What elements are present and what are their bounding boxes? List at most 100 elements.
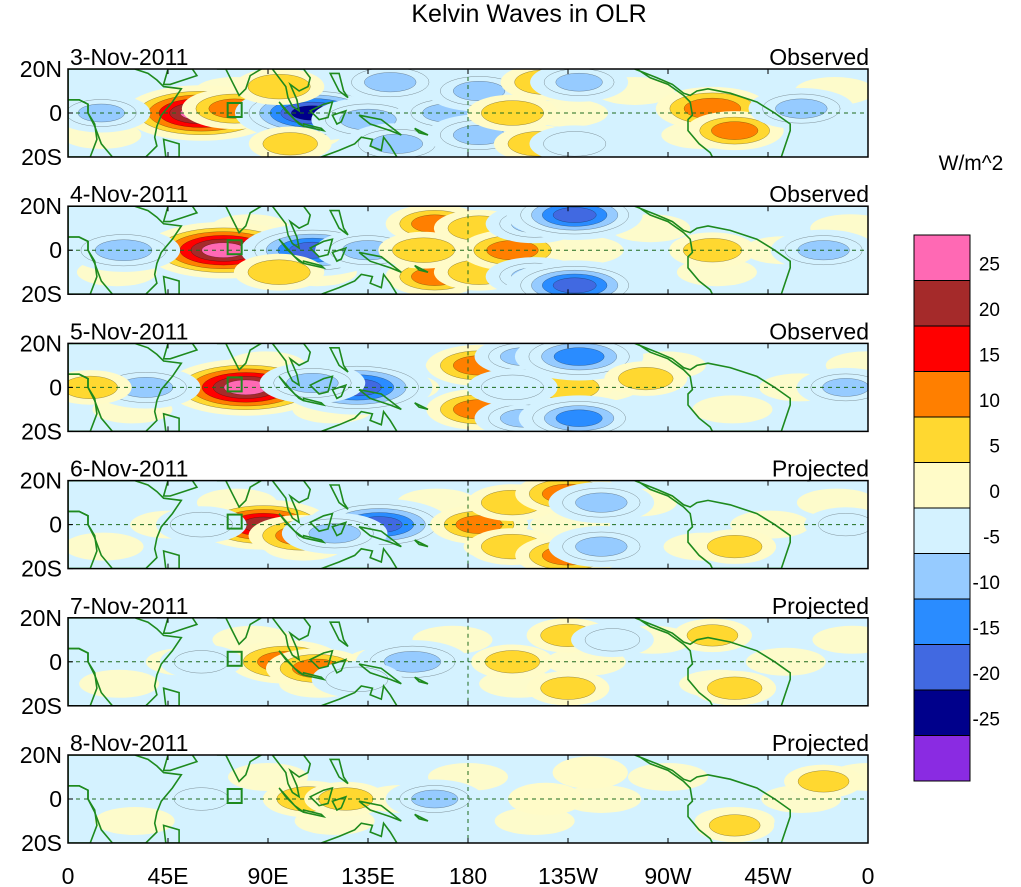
coastline [328,346,349,373]
x-tick-label: 135E [341,863,395,887]
colorbar-swatch [913,371,971,418]
coastline [308,512,334,533]
panel-status: Observed [769,44,869,70]
coastline [414,264,429,273]
reference-box [226,102,243,118]
y-tick-label: 0 [49,786,62,812]
background-patch [68,532,144,561]
coastline [634,206,792,295]
coastline [216,755,263,783]
colorbar-label: 10 [979,391,1000,412]
colorbar-swatch [913,234,971,281]
panel-status: Observed [769,181,869,207]
coastline [321,546,398,569]
coastline [162,138,180,157]
anomaly-contour [555,72,603,92]
y-tick-label: 20N [20,56,62,82]
coastline [414,813,429,822]
colorbar-label: -15 [973,619,1000,640]
background-patch [79,669,160,698]
anomaly-contour [543,131,607,157]
y-tick-label: 0 [49,374,62,400]
coastline [321,821,398,843]
coastline [331,521,348,537]
olr-anomaly [693,670,777,706]
coastline [321,684,398,706]
coastlines [68,617,792,706]
coastline [634,617,792,706]
coastline [216,206,263,234]
colorbar-swatch [913,325,971,372]
panel-6: 20N 0 20S 8-Nov-2011 Projected [20,730,869,856]
anomaly-contour [555,409,603,427]
colorbar-label: 5 [989,437,1000,458]
olr-anomaly [159,781,243,817]
colorbar-swatch [913,553,971,600]
y-tick-label: 0 [49,237,62,263]
coastlines [68,755,792,843]
olr-field [68,480,868,569]
olr-anomaly [604,361,688,396]
coastline [162,755,199,772]
coastline [302,671,327,681]
panel-date: 8-Nov-2011 [70,730,188,756]
olr-anomaly [695,808,775,843]
coastline [68,206,183,295]
panel-date: 4-Nov-2011 [70,181,188,207]
coastline [302,260,327,270]
reference-box [226,650,243,667]
coastline [328,209,349,236]
y-tick-label: 20N [20,193,62,219]
y-tick-label: 0 [49,100,62,126]
coastline [308,100,334,121]
coastline [358,663,402,685]
anomaly-contour [797,770,850,793]
anomaly-contour [818,513,868,537]
colorbar-label: -25 [973,710,1000,731]
panel-status: Projected [772,456,869,482]
colorbar-swatch [913,644,971,691]
anomaly-contour [169,511,233,538]
anomaly-contour [707,535,763,559]
y-tick-label: 20N [20,605,62,631]
coastline [328,758,349,785]
panel-status: Projected [772,730,869,756]
colorbar-swatch [913,280,971,327]
olr-anomaly [506,206,643,240]
olr-anomaly [467,94,558,132]
coastline [68,69,183,157]
x-tick-label: 45E [148,863,189,887]
coastline [278,513,305,539]
coastline [358,388,402,411]
coastline [216,69,263,97]
olr-anomaly [529,125,620,157]
olr-anomaly [506,260,643,295]
panel-date: 5-Nov-2011 [70,318,188,344]
anomaly-contour [262,132,318,156]
coastline [271,206,312,250]
anomaly-contour [553,347,605,366]
reference-box [226,239,243,256]
coastline [68,480,183,569]
background-patch [812,625,868,654]
y-tick-label: 20N [20,330,62,356]
coastline [414,539,429,548]
y-tick-label: 0 [49,649,62,675]
y-tick-label: 20S [21,830,62,856]
background-patch [692,395,773,424]
olr-anomaly [508,782,584,816]
panel-2: 20N 0 20S 4-Nov-2011 Observed [20,181,869,307]
x-tick-label: 180 [449,863,487,887]
coastline [68,343,183,432]
olr-anomaly [385,779,484,819]
background-patch [561,785,642,813]
reference-box [226,513,243,530]
coastline [331,109,348,126]
coastline [321,272,398,295]
anomaly-contour [775,98,828,119]
coastline [216,343,263,372]
anomaly-contour [308,523,361,544]
anomaly-contour [540,676,596,700]
coastline [271,755,312,799]
coastline [308,375,334,395]
